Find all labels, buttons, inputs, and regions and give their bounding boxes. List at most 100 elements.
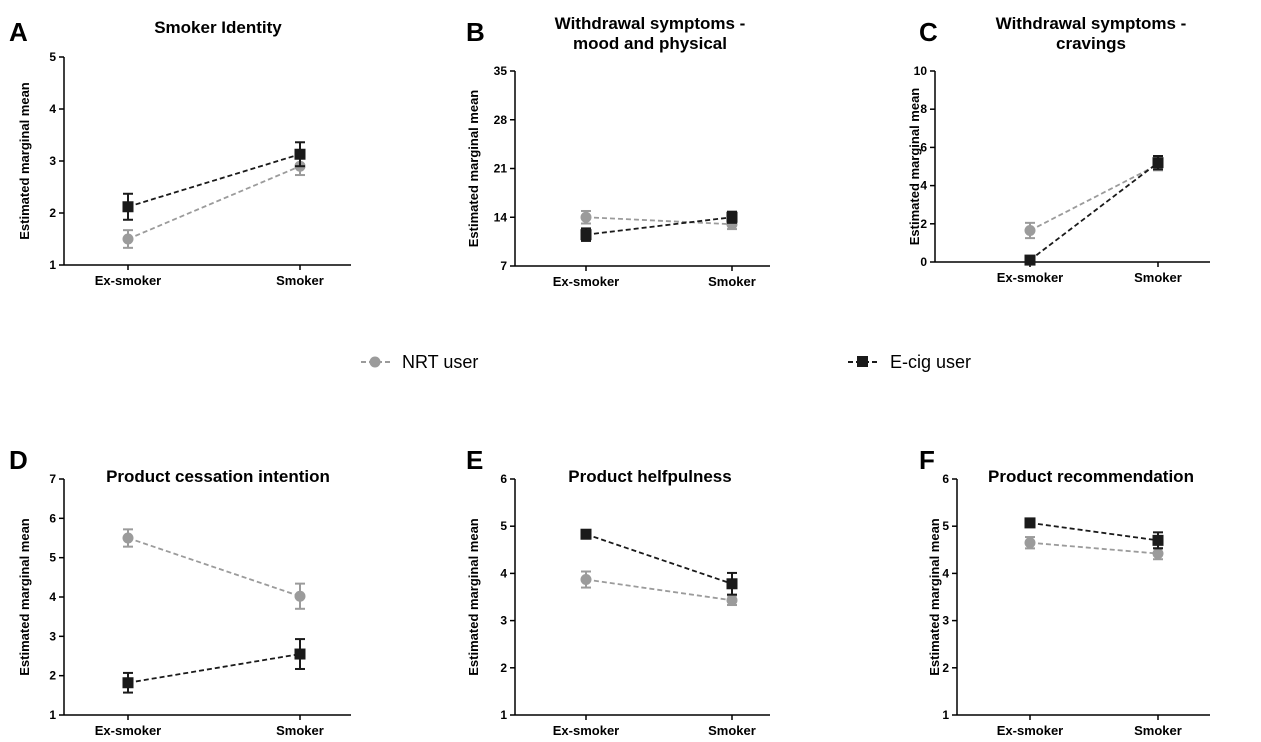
data-point-nrt: [122, 532, 134, 544]
y-tick-label: 5: [942, 519, 949, 533]
data-point-ecig: [1152, 534, 1164, 546]
y-tick-label: 7: [500, 259, 507, 273]
series-line-ecig: [585, 533, 733, 585]
x-tick-label: Ex-smoker: [997, 270, 1063, 285]
legend-item-nrt: NRT user: [361, 352, 478, 372]
x-tick-label: Ex-smoker: [553, 723, 619, 737]
data-point-nrt: [122, 233, 134, 245]
series-line-nrt: [1029, 163, 1159, 232]
data-point-ecig: [294, 148, 306, 160]
y-tick-label: 21: [494, 162, 508, 176]
x-tick-label: Ex-smoker: [95, 723, 161, 737]
y-tick-label: 8: [920, 102, 927, 116]
y-tick-label: 1: [942, 708, 949, 722]
y-tick-label: 2: [49, 206, 56, 220]
data-point-ecig: [726, 211, 738, 223]
x-tick-label: Smoker: [276, 723, 324, 737]
series-line-ecig: [1029, 161, 1159, 261]
panel-letter: D: [9, 445, 28, 475]
y-tick-label: 4: [942, 566, 949, 580]
series-line-nrt: [585, 216, 733, 226]
panel-title: Product recommendation: [988, 467, 1194, 486]
series-line-nrt: [127, 537, 301, 598]
y-axis-label: Estimated marginal mean: [17, 518, 32, 676]
panel-c: C Withdrawal symptoms -cravings Estimated …: [907, 14, 1210, 285]
panel-title: Withdrawal symptoms -: [996, 14, 1187, 33]
y-tick-label: 5: [500, 519, 507, 533]
panel-title: Withdrawal symptoms -: [555, 14, 746, 33]
data-point-ecig: [1024, 254, 1036, 266]
y-tick-label: 1: [500, 708, 507, 722]
panel-letter: B: [466, 17, 485, 47]
data-point-nrt: [1024, 224, 1036, 236]
y-tick-label: 6: [49, 511, 56, 525]
y-tick-label: 1: [49, 258, 56, 272]
y-tick-label: 2: [500, 661, 507, 675]
y-tick-label: 4: [920, 179, 927, 193]
panel-letter: F: [919, 445, 935, 475]
y-tick-label: 4: [49, 590, 56, 604]
panel-e: E Product helfpulness Estimated marginal m…: [466, 445, 770, 738]
legend-nrt-label: NRT user: [402, 352, 478, 372]
panel-title: Smoker Identity: [154, 18, 282, 37]
panel-f: F Product recommendation Estimated margina…: [919, 445, 1210, 738]
y-tick-label: 3: [942, 614, 949, 628]
data-point-ecig: [1024, 517, 1036, 529]
series-line-ecig: [127, 653, 301, 684]
panel-a: A Smoker Identity Estimated marginal mean 1…: [9, 17, 351, 288]
y-tick-label: 10: [914, 64, 928, 78]
legend-ecig-marker: [857, 356, 868, 367]
x-tick-label: Smoker: [708, 274, 756, 289]
data-point-ecig: [1152, 157, 1164, 169]
x-tick-label: Smoker: [276, 273, 324, 288]
y-axis-label: Estimated marginal mean: [466, 518, 481, 676]
panel-d: D Product cessation intention Estimated ma…: [9, 445, 351, 738]
data-point-nrt: [1024, 537, 1036, 549]
y-tick-label: 1: [49, 708, 56, 722]
data-point-ecig: [122, 677, 134, 689]
series-line-nrt: [1029, 541, 1159, 555]
y-tick-label: 2: [920, 217, 927, 231]
y-tick-label: 3: [49, 629, 56, 643]
y-axis-label: Estimated marginal mean: [17, 82, 32, 240]
x-tick-label: Smoker: [1134, 270, 1182, 285]
data-point-nrt: [726, 594, 738, 606]
x-tick-label: Ex-smoker: [95, 273, 161, 288]
y-tick-label: 3: [49, 154, 56, 168]
y-tick-label: 2: [49, 669, 56, 683]
legend: NRT user E-cig user: [361, 352, 971, 372]
panel-title: Product helfpulness: [568, 467, 731, 486]
panel-title: mood and physical: [573, 34, 727, 53]
data-point-nrt: [580, 574, 592, 586]
data-point-nrt: [1152, 548, 1164, 560]
y-axis-label: Estimated marginal mean: [927, 518, 942, 676]
series-line-ecig: [1029, 522, 1159, 542]
legend-nrt-marker: [369, 356, 381, 368]
data-point-ecig: [294, 648, 306, 660]
y-tick-label: 4: [49, 102, 56, 116]
data-point-ecig: [580, 528, 592, 540]
data-point-ecig: [122, 201, 134, 213]
y-tick-label: 2: [942, 661, 949, 675]
y-tick-label: 6: [500, 472, 507, 486]
x-tick-label: Ex-smoker: [997, 723, 1063, 737]
panel-title: Product cessation intention: [106, 467, 330, 486]
series-line-nrt: [585, 578, 733, 602]
y-tick-label: 14: [494, 210, 508, 224]
y-tick-label: 35: [494, 64, 508, 78]
y-tick-label: 3: [500, 614, 507, 628]
data-point-nrt: [580, 211, 592, 223]
panel-b: B Withdrawal symptoms -mood and physical E…: [466, 14, 770, 289]
y-axis-label: Estimated marginal mean: [466, 90, 481, 248]
series-line-nrt: [127, 165, 301, 240]
data-point-ecig: [580, 229, 592, 241]
y-tick-label: 5: [49, 551, 56, 565]
x-tick-label: Ex-smoker: [553, 274, 619, 289]
y-tick-label: 5: [49, 50, 56, 64]
y-tick-label: 0: [920, 255, 927, 269]
x-tick-label: Smoker: [708, 723, 756, 737]
x-tick-label: Smoker: [1134, 723, 1182, 737]
y-axis-label: Estimated marginal mean: [907, 88, 922, 246]
